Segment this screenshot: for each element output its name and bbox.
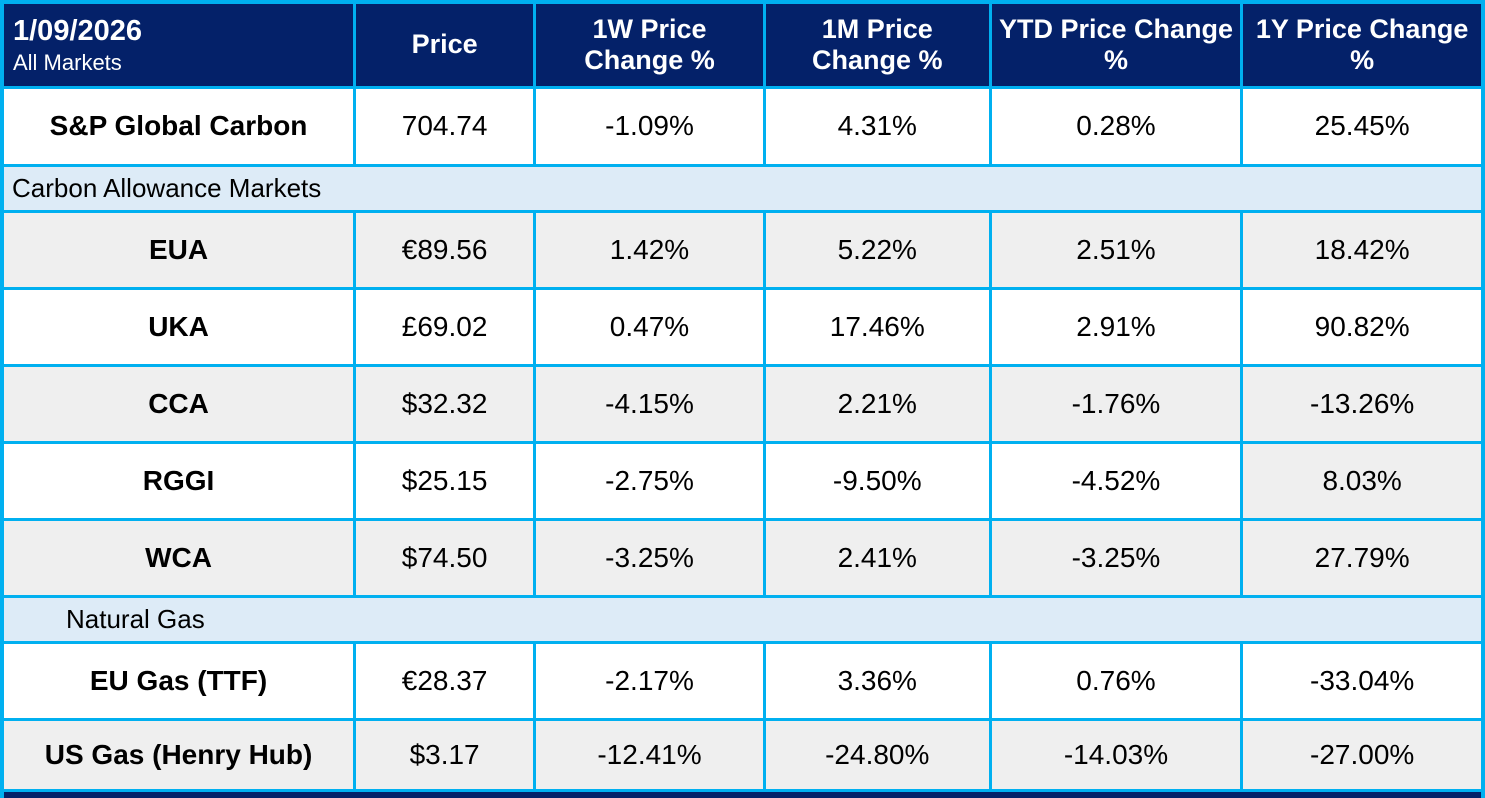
- price-value: $25.15: [353, 444, 533, 518]
- price-value: €28.37: [353, 644, 533, 718]
- market-name: WCA: [145, 541, 212, 573]
- market-name: EUA: [148, 233, 209, 265]
- 1w-change-value: -2.17%: [533, 644, 763, 718]
- column-header-ytd-change: YTD Price Change %: [988, 4, 1241, 86]
- market-name: CCA: [148, 387, 209, 419]
- ytd-change-value: 2.51%: [988, 213, 1241, 287]
- section-label: Natural Gas: [66, 603, 205, 634]
- column-header-1m-change: 1M Price Change %: [762, 4, 989, 86]
- table-bottom-rule: [4, 789, 1481, 798]
- table-header-row: 1/09/2026 All Markets Price 1W Price Cha…: [4, 4, 1481, 86]
- 1w-change-value: -12.41%: [533, 721, 763, 789]
- table-row-rggi: RGGI $25.15 -2.75% -9.50% -4.52% 8.03%: [4, 441, 1481, 518]
- 1m-change-value: 3.36%: [762, 644, 989, 718]
- report-date: 1/09/2026: [13, 14, 143, 47]
- ytd-change-value: 0.28%: [988, 89, 1241, 164]
- 1m-change-value: -9.50%: [762, 444, 989, 518]
- 1m-change-value: 2.41%: [762, 521, 989, 595]
- table-row-cca: CCA $32.32 -4.15% 2.21% -1.76% -13.26%: [4, 364, 1481, 441]
- 1w-change-value: -1.09%: [533, 89, 763, 164]
- price-value: $32.32: [353, 367, 533, 441]
- 1m-change-value: 5.22%: [762, 213, 989, 287]
- 1y-change-value: 25.45%: [1240, 89, 1481, 164]
- price-value: £69.02: [353, 290, 533, 364]
- section-label: Carbon Allowance Markets: [12, 172, 322, 203]
- 1m-change-value: 4.31%: [762, 89, 989, 164]
- market-name: RGGI: [142, 464, 215, 496]
- column-header-1w-change: 1W Price Change %: [533, 4, 763, 86]
- table-row-wca: WCA $74.50 -3.25% 2.41% -3.25% 27.79%: [4, 518, 1481, 595]
- 1w-change-value: 1.42%: [533, 213, 763, 287]
- 1w-change-value: -2.75%: [533, 444, 763, 518]
- table-row-uka: UKA £69.02 0.47% 17.46% 2.91% 90.82%: [4, 287, 1481, 364]
- 1y-change-value: -13.26%: [1240, 367, 1481, 441]
- table-row-sp-global-carbon: S&P Global Carbon 704.74 -1.09% 4.31% 0.…: [4, 86, 1481, 164]
- ytd-change-value: -1.76%: [988, 367, 1241, 441]
- ytd-change-value: 0.76%: [988, 644, 1241, 718]
- section-header-natural-gas: Natural Gas: [4, 595, 1481, 641]
- ytd-change-value: -4.52%: [988, 444, 1241, 518]
- section-header-carbon-allowance: Carbon Allowance Markets: [4, 164, 1481, 210]
- 1w-change-value: -3.25%: [533, 521, 763, 595]
- 1y-change-value: 8.03%: [1240, 444, 1481, 518]
- 1w-change-value: 0.47%: [533, 290, 763, 364]
- ytd-change-value: -3.25%: [988, 521, 1241, 595]
- 1y-change-value: -33.04%: [1240, 644, 1481, 718]
- price-value: €89.56: [353, 213, 533, 287]
- table-row-eu-gas-ttf: EU Gas (TTF) €28.37 -2.17% 3.36% 0.76% -…: [4, 641, 1481, 718]
- 1m-change-value: 17.46%: [762, 290, 989, 364]
- 1y-change-value: 90.82%: [1240, 290, 1481, 364]
- 1w-change-value: -4.15%: [533, 367, 763, 441]
- table-row-us-gas-henry-hub: US Gas (Henry Hub) $3.17 -12.41% -24.80%…: [4, 718, 1481, 789]
- market-name: S&P Global Carbon: [49, 110, 308, 142]
- market-name: US Gas (Henry Hub): [44, 738, 313, 770]
- header-date-cell: 1/09/2026 All Markets: [4, 4, 353, 86]
- 1m-change-value: -24.80%: [762, 721, 989, 789]
- 1y-change-value: 27.79%: [1240, 521, 1481, 595]
- market-name: EU Gas (TTF): [89, 664, 268, 696]
- report-scope: All Markets: [13, 50, 122, 76]
- price-value: 704.74: [353, 89, 533, 164]
- 1m-change-value: 2.21%: [762, 367, 989, 441]
- ytd-change-value: 2.91%: [988, 290, 1241, 364]
- market-name: UKA: [148, 310, 209, 342]
- 1y-change-value: 18.42%: [1240, 213, 1481, 287]
- table-row-eua: EUA €89.56 1.42% 5.22% 2.51% 18.42%: [4, 210, 1481, 287]
- price-value: $74.50: [353, 521, 533, 595]
- 1y-change-value: -27.00%: [1240, 721, 1481, 789]
- ytd-change-value: -14.03%: [988, 721, 1241, 789]
- column-header-price: Price: [353, 4, 533, 86]
- price-value: $3.17: [353, 721, 533, 789]
- column-header-1y-change: 1Y Price Change %: [1240, 4, 1481, 86]
